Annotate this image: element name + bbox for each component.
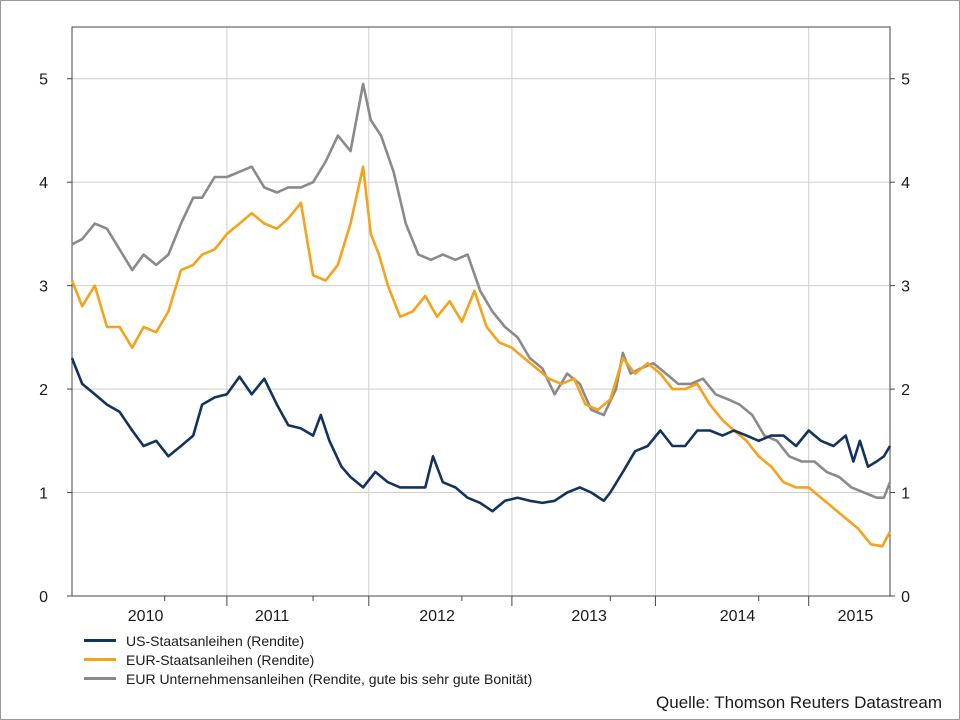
legend-item-corp: EUR Unternehmensanleihen (Rendite, gute … <box>84 669 532 688</box>
y-tick-label-right: 3 <box>901 279 910 296</box>
y-tick-label-left: 5 <box>39 72 48 89</box>
source-note: Quelle: Thomson Reuters Datastream <box>656 693 942 712</box>
plot-area-border <box>71 26 891 597</box>
series-line-us-staatsanleihen <box>70 357 892 513</box>
y-tick-label-left: 0 <box>39 589 48 606</box>
x-tick-label: 2013 <box>571 608 607 625</box>
y-tick-label-left: 4 <box>39 175 48 192</box>
x-tick-label: 2012 <box>419 608 455 625</box>
series-layer <box>70 82 892 548</box>
legend-swatch-corp <box>84 677 116 680</box>
legend-item-eur: EUR-Staatsanleihen (Rendite) <box>84 650 532 669</box>
grid <box>72 27 890 596</box>
series-line-eur-staatsanleihen <box>70 165 892 548</box>
x-tick-label: 2010 <box>128 608 164 625</box>
y-tick-label-right: 4 <box>901 175 910 192</box>
legend-swatch-eur <box>84 658 116 661</box>
x-tick-label: 2011 <box>255 608 290 625</box>
y-tick-label-right: 2 <box>901 382 910 399</box>
legend-label-eur: EUR-Staatsanleihen (Rendite) <box>126 651 315 668</box>
y-tick-label-right: 5 <box>901 72 910 89</box>
x-tick-label: 2014 <box>720 608 756 625</box>
series-line-eur-unternehmensanleihen <box>71 82 892 499</box>
legend-label-us: US-Staatsanleihen (Rendite) <box>126 632 305 649</box>
axis-layer: 0 0 1 1 2 2 3 3 4 4 5 5 2010 2011 2012 2013 2014 2015 <box>39 72 910 625</box>
legend-label-corp: EUR Unternehmensanleihen (Rendite, gute … <box>126 670 533 687</box>
y-tick-label-left: 3 <box>39 279 48 296</box>
legend: US-Staatsanleihen (Rendite) EUR-Staatsan… <box>84 631 532 688</box>
y-tick-label-left: 2 <box>39 382 48 399</box>
y-tick-label-left: 1 <box>39 486 48 503</box>
y-tick-label-right: 0 <box>901 589 910 606</box>
legend-item-us: US-Staatsanleihen (Rendite) <box>84 631 532 650</box>
x-tick-label: 2015 <box>838 608 874 625</box>
legend-swatch-us <box>84 639 116 642</box>
y-tick-label-right: 1 <box>901 486 910 503</box>
